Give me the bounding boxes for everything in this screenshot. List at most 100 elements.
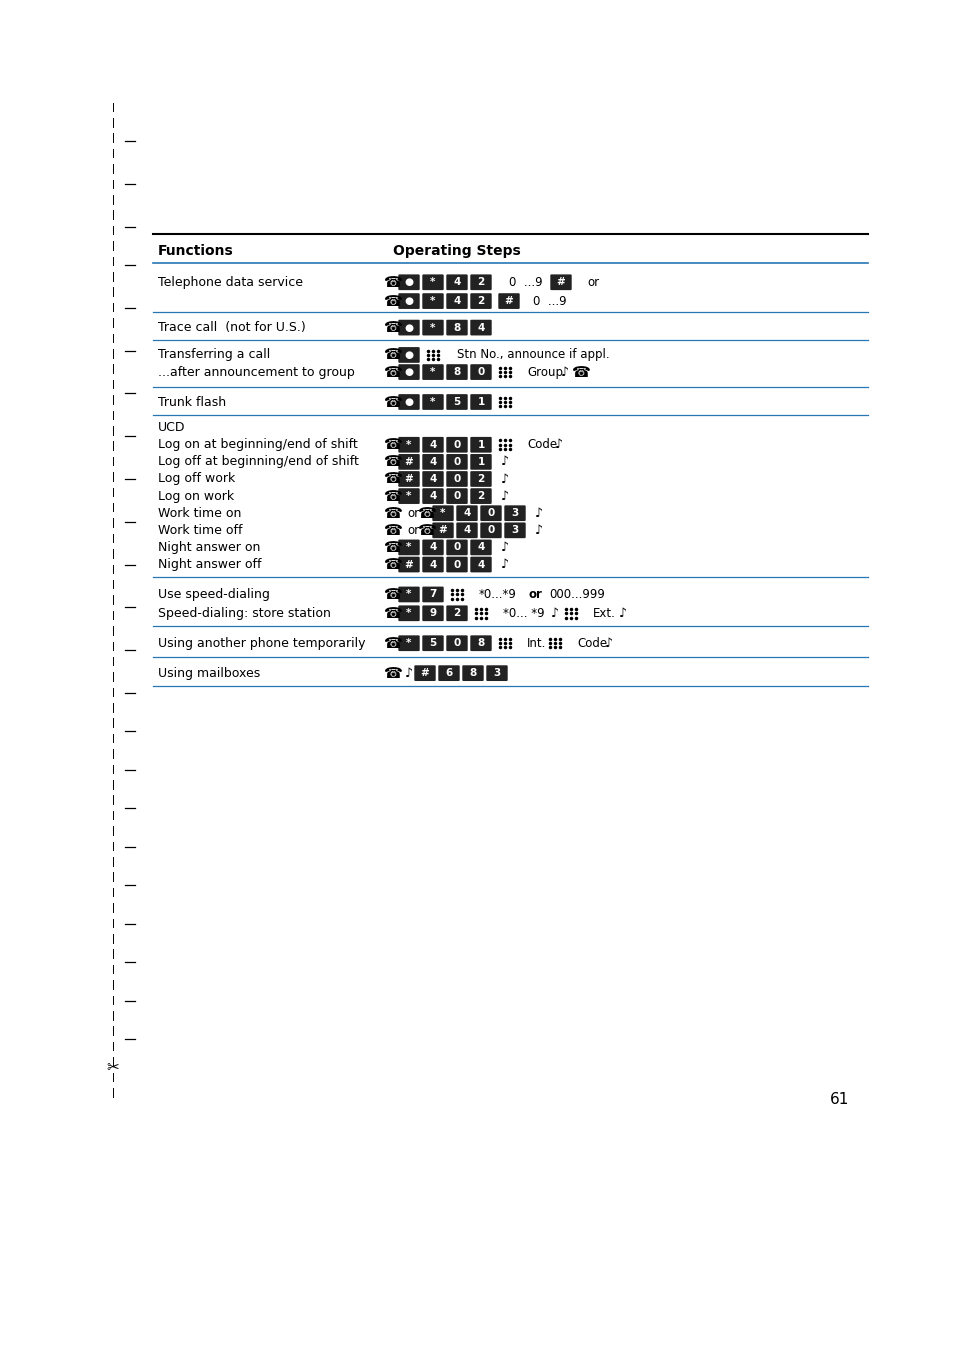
Text: 5: 5: [429, 638, 436, 648]
FancyBboxPatch shape: [462, 665, 483, 681]
Text: *: *: [406, 638, 412, 648]
Text: Work time off: Work time off: [158, 524, 242, 536]
Text: Night answer on: Night answer on: [158, 540, 260, 554]
FancyBboxPatch shape: [470, 365, 491, 380]
FancyBboxPatch shape: [422, 635, 443, 651]
FancyBboxPatch shape: [398, 488, 419, 504]
Text: Operating Steps: Operating Steps: [393, 243, 520, 258]
Text: ☎: ☎: [383, 605, 402, 620]
Text: 4: 4: [429, 457, 436, 467]
FancyBboxPatch shape: [422, 454, 443, 470]
Text: or: or: [586, 276, 598, 289]
Text: ☎: ☎: [383, 505, 402, 520]
Text: Transferring a call: Transferring a call: [158, 349, 270, 362]
FancyBboxPatch shape: [470, 274, 491, 290]
Text: 0: 0: [487, 526, 494, 535]
Text: ☎: ☎: [383, 365, 402, 380]
Text: Functions: Functions: [158, 243, 233, 258]
Text: Ext.: Ext.: [593, 607, 616, 620]
Text: 3: 3: [511, 526, 518, 535]
FancyBboxPatch shape: [470, 436, 491, 453]
Text: 0: 0: [476, 367, 484, 377]
Text: ☎: ☎: [383, 454, 402, 469]
FancyBboxPatch shape: [398, 365, 419, 380]
Text: 4: 4: [463, 508, 470, 519]
FancyBboxPatch shape: [470, 454, 491, 470]
FancyBboxPatch shape: [446, 436, 467, 453]
Text: 4: 4: [463, 526, 470, 535]
FancyBboxPatch shape: [456, 505, 477, 521]
Text: ...after announcement to group: ...after announcement to group: [158, 366, 355, 378]
Text: ♪: ♪: [500, 473, 509, 485]
FancyBboxPatch shape: [422, 471, 443, 486]
Text: ●: ●: [404, 350, 413, 359]
Text: Log on at beginning/end of shift: Log on at beginning/end of shift: [158, 438, 357, 451]
Text: 0: 0: [453, 638, 460, 648]
Text: Speed-dialing: store station: Speed-dialing: store station: [158, 607, 331, 620]
Text: *: *: [440, 508, 445, 519]
Text: *: *: [406, 492, 412, 501]
Text: ☎: ☎: [383, 394, 402, 409]
Text: ♪: ♪: [405, 666, 413, 680]
FancyBboxPatch shape: [446, 471, 467, 486]
FancyBboxPatch shape: [470, 394, 491, 409]
Text: Night answer off: Night answer off: [158, 558, 261, 571]
Text: ♪: ♪: [500, 455, 509, 469]
Text: *: *: [430, 397, 436, 407]
Text: *: *: [430, 296, 436, 307]
FancyBboxPatch shape: [398, 394, 419, 409]
FancyBboxPatch shape: [470, 488, 491, 504]
Text: 0: 0: [453, 440, 460, 450]
Text: 0: 0: [453, 559, 460, 570]
FancyBboxPatch shape: [437, 665, 459, 681]
FancyBboxPatch shape: [486, 665, 507, 681]
Text: Telephone data service: Telephone data service: [158, 276, 303, 289]
Text: ☎: ☎: [571, 365, 590, 380]
Text: ☎: ☎: [383, 274, 402, 289]
Text: ☎: ☎: [383, 557, 402, 571]
Text: ☎: ☎: [417, 505, 436, 520]
Text: ♪: ♪: [551, 607, 558, 620]
FancyBboxPatch shape: [432, 505, 454, 521]
Text: ✂: ✂: [107, 1061, 119, 1075]
Text: *: *: [430, 367, 436, 377]
FancyBboxPatch shape: [422, 605, 443, 621]
Text: ♪: ♪: [535, 507, 542, 520]
Text: 000...999: 000...999: [548, 588, 604, 601]
FancyBboxPatch shape: [504, 505, 525, 521]
Text: 8: 8: [453, 323, 460, 332]
Text: ☎: ☎: [383, 471, 402, 486]
Text: Log off at beginning/end of shift: Log off at beginning/end of shift: [158, 455, 358, 469]
Text: Group: Group: [526, 366, 562, 378]
Text: 8: 8: [453, 367, 460, 377]
FancyBboxPatch shape: [398, 471, 419, 486]
Text: ☎: ☎: [383, 293, 402, 308]
Text: 3: 3: [511, 508, 518, 519]
FancyBboxPatch shape: [422, 586, 443, 603]
Text: #: #: [420, 669, 429, 678]
Text: 8: 8: [476, 638, 484, 648]
FancyBboxPatch shape: [422, 436, 443, 453]
FancyBboxPatch shape: [398, 274, 419, 290]
Text: 4: 4: [429, 474, 436, 484]
Text: 4: 4: [429, 559, 436, 570]
FancyBboxPatch shape: [398, 635, 419, 651]
Text: ●: ●: [404, 397, 413, 407]
FancyBboxPatch shape: [446, 454, 467, 470]
FancyBboxPatch shape: [398, 347, 419, 363]
Text: ♪: ♪: [618, 607, 626, 620]
Text: Trace call  (not for U.S.): Trace call (not for U.S.): [158, 322, 305, 334]
Text: or: or: [529, 588, 542, 601]
Text: ♪: ♪: [500, 489, 509, 503]
Text: 1: 1: [476, 457, 484, 467]
Text: #: #: [504, 296, 513, 307]
Text: 0: 0: [453, 542, 460, 553]
Text: *: *: [406, 589, 412, 600]
FancyBboxPatch shape: [398, 454, 419, 470]
Text: *0... *9: *0... *9: [502, 607, 544, 620]
Text: 8: 8: [469, 669, 476, 678]
Text: ♪: ♪: [604, 636, 613, 650]
FancyBboxPatch shape: [479, 505, 501, 521]
Text: ☎: ☎: [383, 347, 402, 362]
FancyBboxPatch shape: [446, 365, 467, 380]
